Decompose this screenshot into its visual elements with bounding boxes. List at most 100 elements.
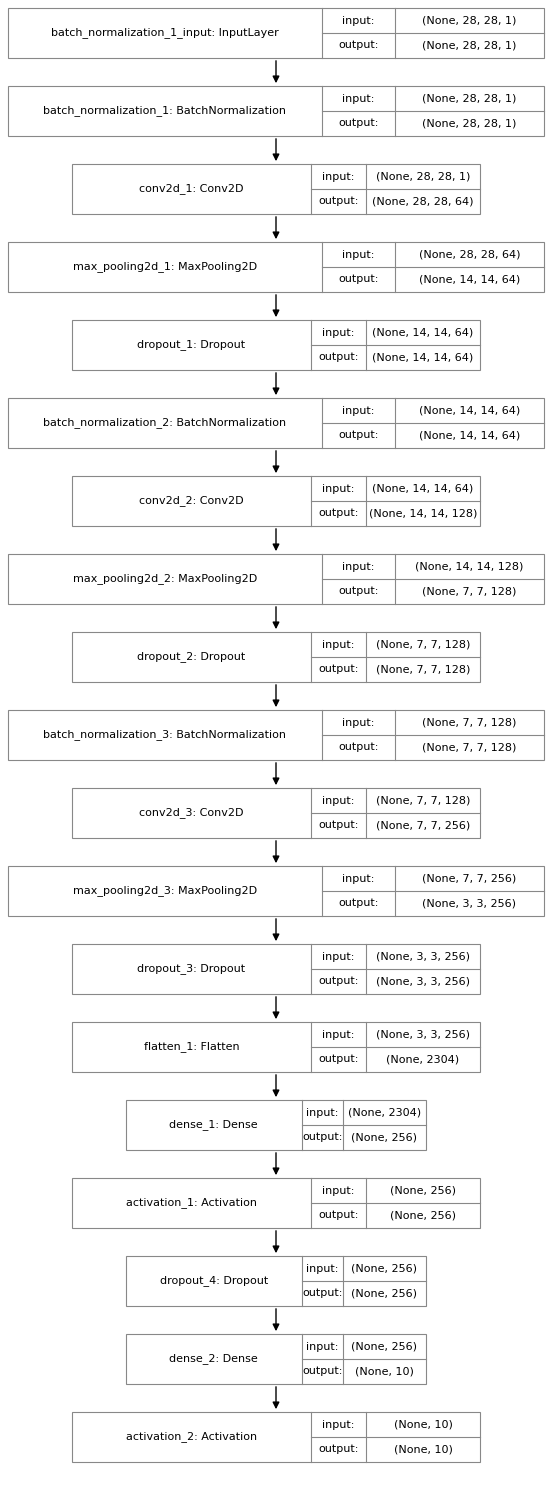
Text: input:: input:: [342, 94, 374, 104]
Bar: [126, 1334, 426, 1383]
Text: input:: input:: [322, 1419, 355, 1430]
Text: (None, 14, 14, 64): (None, 14, 14, 64): [419, 275, 520, 284]
Text: (None, 14, 14, 128): (None, 14, 14, 128): [415, 562, 524, 572]
Text: (None, 14, 14, 64): (None, 14, 14, 64): [419, 406, 520, 416]
Text: input:: input:: [306, 1342, 338, 1351]
Text: (None, 14, 14, 64): (None, 14, 14, 64): [373, 327, 474, 337]
Text: output:: output:: [338, 587, 379, 596]
Text: output:: output:: [319, 664, 359, 675]
Text: output:: output:: [338, 899, 379, 908]
Text: output:: output:: [338, 743, 379, 752]
Text: input:: input:: [306, 1263, 338, 1274]
Text: dense_1: Dense: dense_1: Dense: [169, 1119, 258, 1131]
Text: output:: output:: [319, 352, 359, 363]
Text: output:: output:: [338, 275, 379, 284]
Text: (None, 256): (None, 256): [352, 1132, 417, 1143]
Text: input:: input:: [322, 1030, 355, 1040]
Text: batch_normalization_1: BatchNormalization: batch_normalization_1: BatchNormalizatio…: [43, 106, 286, 116]
Text: (None, 28, 28, 64): (None, 28, 28, 64): [372, 196, 474, 207]
Text: flatten_1: Flatten: flatten_1: Flatten: [144, 1042, 239, 1052]
Text: input:: input:: [322, 951, 355, 961]
Text: (None, 3, 3, 256): (None, 3, 3, 256): [376, 951, 470, 961]
Text: output:: output:: [319, 976, 359, 987]
Text: (None, 28, 28, 1): (None, 28, 28, 1): [422, 15, 517, 25]
Text: input:: input:: [342, 874, 374, 884]
Bar: [8, 7, 544, 58]
Text: input:: input:: [322, 1186, 355, 1196]
Text: output:: output:: [338, 119, 379, 128]
Text: (None, 256): (None, 256): [352, 1288, 417, 1299]
Text: input:: input:: [322, 483, 355, 493]
Text: input:: input:: [322, 327, 355, 337]
Text: (None, 3, 3, 256): (None, 3, 3, 256): [422, 899, 517, 908]
Text: (None, 7, 7, 128): (None, 7, 7, 128): [376, 664, 470, 675]
Text: (None, 2304): (None, 2304): [348, 1107, 421, 1117]
Text: input:: input:: [306, 1107, 338, 1117]
Text: conv2d_2: Conv2D: conv2d_2: Conv2D: [139, 495, 244, 507]
Text: output:: output:: [302, 1288, 342, 1299]
Text: output:: output:: [319, 1211, 359, 1220]
Text: max_pooling2d_1: MaxPooling2D: max_pooling2d_1: MaxPooling2D: [73, 262, 257, 272]
Text: (None, 2304): (None, 2304): [386, 1055, 460, 1064]
Text: output:: output:: [319, 1444, 359, 1455]
Text: (None, 7, 7, 128): (None, 7, 7, 128): [422, 743, 517, 752]
Text: (None, 28, 28, 1): (None, 28, 28, 1): [376, 171, 470, 181]
Text: (None, 7, 7, 256): (None, 7, 7, 256): [376, 820, 470, 831]
Text: dropout_3: Dropout: dropout_3: Dropout: [137, 963, 246, 975]
Bar: [72, 788, 480, 838]
Bar: [72, 476, 480, 526]
Text: (None, 28, 28, 1): (None, 28, 28, 1): [422, 119, 517, 128]
Text: output:: output:: [338, 431, 379, 440]
Text: output:: output:: [319, 196, 359, 207]
Text: output:: output:: [319, 820, 359, 831]
Text: (None, 256): (None, 256): [352, 1263, 417, 1274]
Text: (None, 7, 7, 256): (None, 7, 7, 256): [422, 874, 517, 884]
Text: input:: input:: [322, 171, 355, 181]
Text: (None, 7, 7, 128): (None, 7, 7, 128): [376, 795, 470, 805]
Text: input:: input:: [322, 639, 355, 649]
Bar: [8, 866, 544, 915]
Text: batch_normalization_1_input: InputLayer: batch_normalization_1_input: InputLayer: [51, 28, 279, 39]
Text: output:: output:: [319, 1055, 359, 1064]
Bar: [72, 944, 480, 994]
Bar: [8, 710, 544, 759]
Text: activation_2: Activation: activation_2: Activation: [126, 1431, 257, 1443]
Text: (None, 10): (None, 10): [355, 1367, 414, 1376]
Text: (None, 14, 14, 64): (None, 14, 14, 64): [419, 431, 520, 440]
Text: (None, 14, 14, 128): (None, 14, 14, 128): [369, 508, 477, 519]
Text: input:: input:: [342, 718, 374, 728]
Text: output:: output:: [338, 40, 379, 51]
Text: (None, 3, 3, 256): (None, 3, 3, 256): [376, 1030, 470, 1040]
Text: batch_normalization_2: BatchNormalization: batch_normalization_2: BatchNormalizatio…: [43, 418, 286, 428]
Bar: [8, 554, 544, 603]
Text: (None, 256): (None, 256): [390, 1186, 456, 1196]
Bar: [72, 1178, 480, 1227]
Text: (None, 7, 7, 128): (None, 7, 7, 128): [422, 718, 517, 728]
Text: max_pooling2d_3: MaxPooling2D: max_pooling2d_3: MaxPooling2D: [73, 886, 257, 896]
Text: dropout_1: Dropout: dropout_1: Dropout: [137, 339, 246, 351]
Text: conv2d_3: Conv2D: conv2d_3: Conv2D: [139, 807, 244, 819]
Bar: [8, 398, 544, 447]
Text: input:: input:: [342, 406, 374, 416]
Text: input:: input:: [342, 562, 374, 572]
Text: output:: output:: [302, 1132, 342, 1143]
Text: batch_normalization_3: BatchNormalization: batch_normalization_3: BatchNormalizatio…: [43, 730, 286, 740]
Bar: [8, 242, 544, 293]
Text: max_pooling2d_2: MaxPooling2D: max_pooling2d_2: MaxPooling2D: [73, 574, 257, 584]
Text: (None, 28, 28, 64): (None, 28, 28, 64): [419, 250, 520, 260]
Text: dense_2: Dense: dense_2: Dense: [169, 1354, 258, 1364]
Bar: [72, 163, 480, 214]
Text: (None, 28, 28, 1): (None, 28, 28, 1): [422, 40, 517, 51]
Text: (None, 7, 7, 128): (None, 7, 7, 128): [422, 587, 517, 596]
Text: input:: input:: [342, 250, 374, 260]
Text: (None, 7, 7, 128): (None, 7, 7, 128): [376, 639, 470, 649]
Text: input:: input:: [322, 795, 355, 805]
Text: activation_1: Activation: activation_1: Activation: [126, 1198, 257, 1208]
Text: output:: output:: [302, 1367, 342, 1376]
Bar: [72, 632, 480, 682]
Text: output:: output:: [319, 508, 359, 519]
Text: dropout_4: Dropout: dropout_4: Dropout: [160, 1275, 268, 1287]
Text: conv2d_1: Conv2D: conv2d_1: Conv2D: [139, 184, 244, 195]
Text: (None, 14, 14, 64): (None, 14, 14, 64): [373, 483, 474, 493]
Text: (None, 28, 28, 1): (None, 28, 28, 1): [422, 94, 517, 104]
